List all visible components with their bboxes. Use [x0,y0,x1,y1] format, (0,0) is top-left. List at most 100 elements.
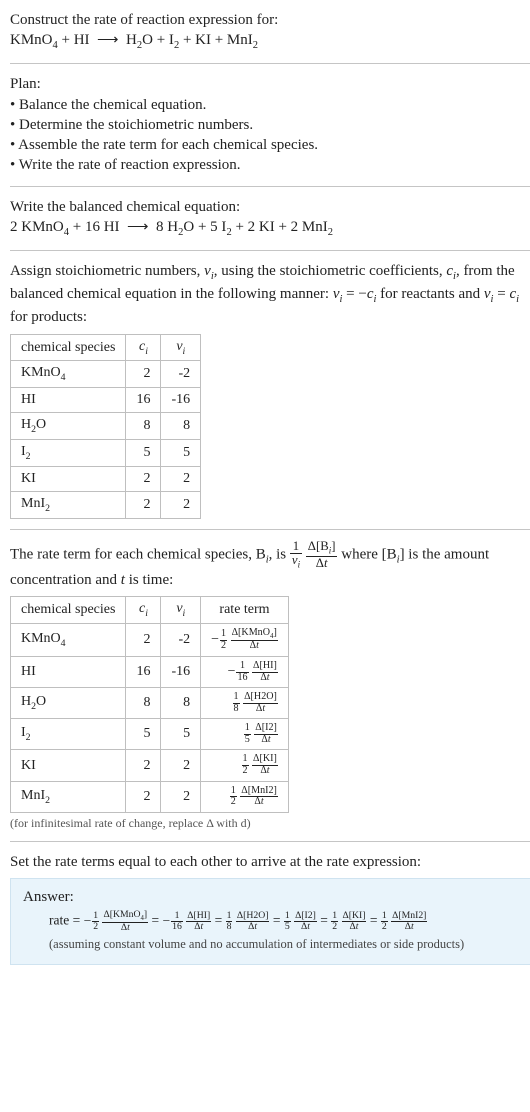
table-header: ci [126,334,161,361]
vi-cell: 8 [161,688,201,719]
answer-title: Answer: [23,889,527,906]
plan-item: • Write the rate of reaction expression. [10,155,530,175]
balanced-equation: 2 KMnO4 + 16 HI ⟶ 8 H2O + 5 I2 + 2 KI + … [10,219,333,235]
rate-cell: 18 Δ[H2O]Δt [201,688,289,719]
ci-cell: 2 [126,781,161,812]
ci-cell: 5 [126,719,161,750]
table-row: I2 5 5 [11,440,201,467]
table-row: KMnO4 2 -2 [11,361,201,388]
ci-cell: 2 [126,361,161,388]
assign-text-part: for products: [10,309,87,325]
rate-cell: 15 Δ[I2]Δt [201,719,289,750]
table-row: MnI2 2 2 12 Δ[MnI2]Δt [11,781,289,812]
species-cell: KI [11,466,126,491]
table-header: rate term [201,597,289,624]
rate-cell: 12 Δ[KI]Δt [201,750,289,781]
answer-expression: rate = −12 Δ[KMnO4]Δt = −116 Δ[HI]Δt = 1… [23,910,527,933]
vi-cell: -2 [161,624,201,657]
species-cell: MnI2 [11,781,126,812]
species-cell: I2 [11,440,126,467]
table-row: HI 16 -16 −116 Δ[HI]Δt [11,657,289,688]
divider [10,841,530,842]
rate-intro-part: The rate term for each chemical species,… [10,546,266,562]
table-header: νi [161,334,201,361]
table-row: KI 2 2 12 Δ[KI]Δt [11,750,289,781]
plan-item: • Assemble the rate term for each chemic… [10,135,530,155]
assign-text-part: , using the stoichiometric coefficients, [214,263,447,279]
species-cell: KI [11,750,126,781]
plan-item: • Balance the chemical equation. [10,95,530,115]
vi-cell: 2 [161,781,201,812]
species-cell: MnI2 [11,491,126,518]
final-intro: Set the rate terms equal to each other t… [10,852,530,872]
species-cell: I2 [11,719,126,750]
ci-cell: 16 [126,657,161,688]
table-header-row: chemical species ci νi rate term [11,597,289,624]
species-cell: HI [11,657,126,688]
assign-text-part: for reactants and [376,286,483,302]
problem-statement: Construct the rate of reaction expressio… [10,10,530,53]
ci-cell: 16 [126,388,161,413]
table-row: KMnO4 2 -2 −12 Δ[KMnO4]Δt [11,624,289,657]
vi-cell: 2 [161,750,201,781]
ci-cell: 2 [126,624,161,657]
rate-cell: −12 Δ[KMnO4]Δt [201,624,289,657]
table-header-row: chemical species ci νi [11,334,201,361]
table-row: I2 5 5 15 Δ[I2]Δt [11,719,289,750]
table-header: chemical species [11,334,126,361]
divider [10,186,530,187]
rate-cell: 12 Δ[MnI2]Δt [201,781,289,812]
rate-intro-part: , is [269,546,290,562]
balanced-title: Write the balanced chemical equation: [10,199,240,215]
ci-cell: 2 [126,750,161,781]
vi-cell: -16 [161,388,201,413]
rate-prefix: rate = [49,913,84,928]
answer-footnote: (assuming constant volume and no accumul… [23,937,527,952]
table-row: KI 2 2 [11,466,201,491]
table-row: H2O 8 8 18 Δ[H2O]Δt [11,688,289,719]
ci-cell: 2 [126,491,161,518]
vi-cell: -16 [161,657,201,688]
assign-text: Assign stoichiometric numbers, νi, using… [10,261,530,328]
divider [10,529,530,530]
table2-footnote: (for infinitesimal rate of change, repla… [10,816,530,831]
table-row: MnI2 2 2 [11,491,201,518]
table-header: ci [126,597,161,624]
rate-term-table: chemical species ci νi rate term KMnO4 2… [10,596,289,813]
plan-section: Plan: • Balance the chemical equation. •… [10,74,530,175]
problem-equation: KMnO4 + HI ⟶ H2O + I2 + KI + MnI2 [10,32,258,48]
vi-cell: 5 [161,719,201,750]
ci-cell: 8 [126,413,161,440]
species-cell: KMnO4 [11,624,126,657]
rate-intro-part: is time: [125,572,173,588]
answer-box: Answer: rate = −12 Δ[KMnO4]Δt = −116 Δ[H… [10,878,530,965]
plan-title: Plan: [10,74,530,94]
stoich-table: chemical species ci νi KMnO4 2 -2 HI 16 … [10,334,201,519]
ci-cell: 8 [126,688,161,719]
vi-cell: 8 [161,413,201,440]
balanced-section: Write the balanced chemical equation: 2 … [10,197,530,240]
table-row: H2O 8 8 [11,413,201,440]
fraction: 1νi [290,540,302,570]
species-cell: KMnO4 [11,361,126,388]
divider [10,63,530,64]
problem-line1: Construct the rate of reaction expressio… [10,12,278,28]
vi-cell: 2 [161,466,201,491]
species-cell: HI [11,388,126,413]
table-header: chemical species [11,597,126,624]
ci-cell: 2 [126,466,161,491]
vi-cell: -2 [161,361,201,388]
rate-cell: −116 Δ[HI]Δt [201,657,289,688]
ci-cell: 5 [126,440,161,467]
fraction: Δ[Bi]Δt [306,540,338,570]
plan-item: • Determine the stoichiometric numbers. [10,115,530,135]
table-header: νi [161,597,201,624]
vi-cell: 2 [161,491,201,518]
table-row: HI 16 -16 [11,388,201,413]
divider [10,250,530,251]
species-cell: H2O [11,688,126,719]
assign-text-part: Assign stoichiometric numbers, [10,263,204,279]
vi-cell: 5 [161,440,201,467]
species-cell: H2O [11,413,126,440]
rate-intro: The rate term for each chemical species,… [10,540,530,591]
